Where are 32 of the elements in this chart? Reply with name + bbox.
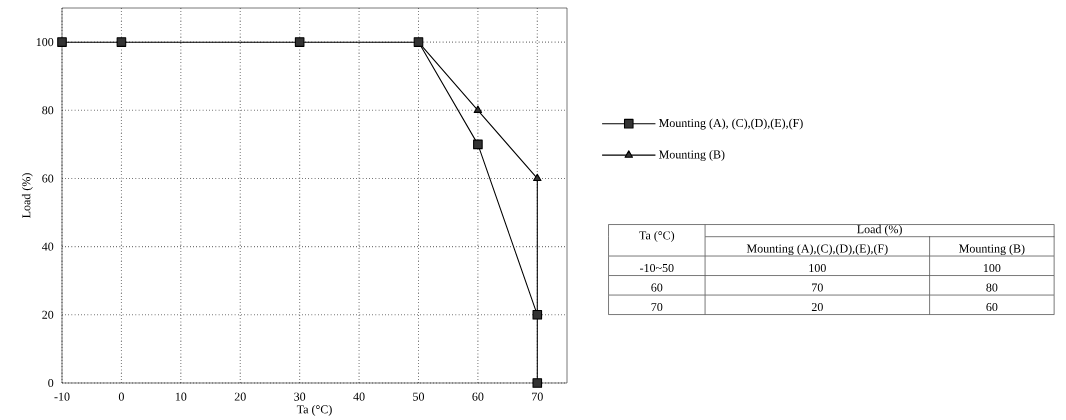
y-tick-label: 100 (36, 38, 54, 47)
text: Mounting (B) (959, 244, 1025, 256)
text: 100 (809, 264, 826, 273)
text: -10~50 (640, 264, 674, 273)
text: 100 (983, 264, 1001, 273)
x-tick-label: 40 (353, 392, 365, 401)
y-tick-label: 0 (48, 379, 54, 388)
text: 20 (811, 303, 823, 312)
text: Load (%) (857, 224, 902, 236)
text: 70 (812, 283, 823, 292)
x-tick-label: 20 (234, 392, 246, 401)
y-tick-label: 80 (42, 106, 54, 115)
y-axis-title: Load (%) (21, 173, 33, 219)
text: 80 (986, 283, 998, 292)
legend-label: Mounting (A), (C),(D),(E),(F) (658, 118, 803, 130)
x-axis-title: Ta (°C) (296, 405, 332, 416)
text: 70 (651, 303, 663, 312)
text: 60 (651, 283, 663, 292)
x-tick-label: 60 (472, 392, 484, 401)
y-tick-label: 60 (42, 174, 54, 183)
x-tick-label: 0 (118, 392, 124, 401)
x-tick-label: 50 (413, 392, 425, 401)
legend-label: Mounting (B) (658, 150, 725, 162)
text: 60 (986, 303, 998, 312)
text: Mounting (A),(C),(D),(E),(F) (746, 244, 888, 256)
text: Ta (°C) (639, 231, 675, 242)
x-tick-label: 10 (175, 392, 187, 401)
y-tick-label: 40 (41, 242, 54, 251)
x-tick-label: 70 (532, 392, 543, 401)
x-tick-label: -10 (54, 392, 70, 401)
x-tick-label: 30 (294, 392, 306, 401)
y-tick-label: 20 (42, 310, 54, 319)
